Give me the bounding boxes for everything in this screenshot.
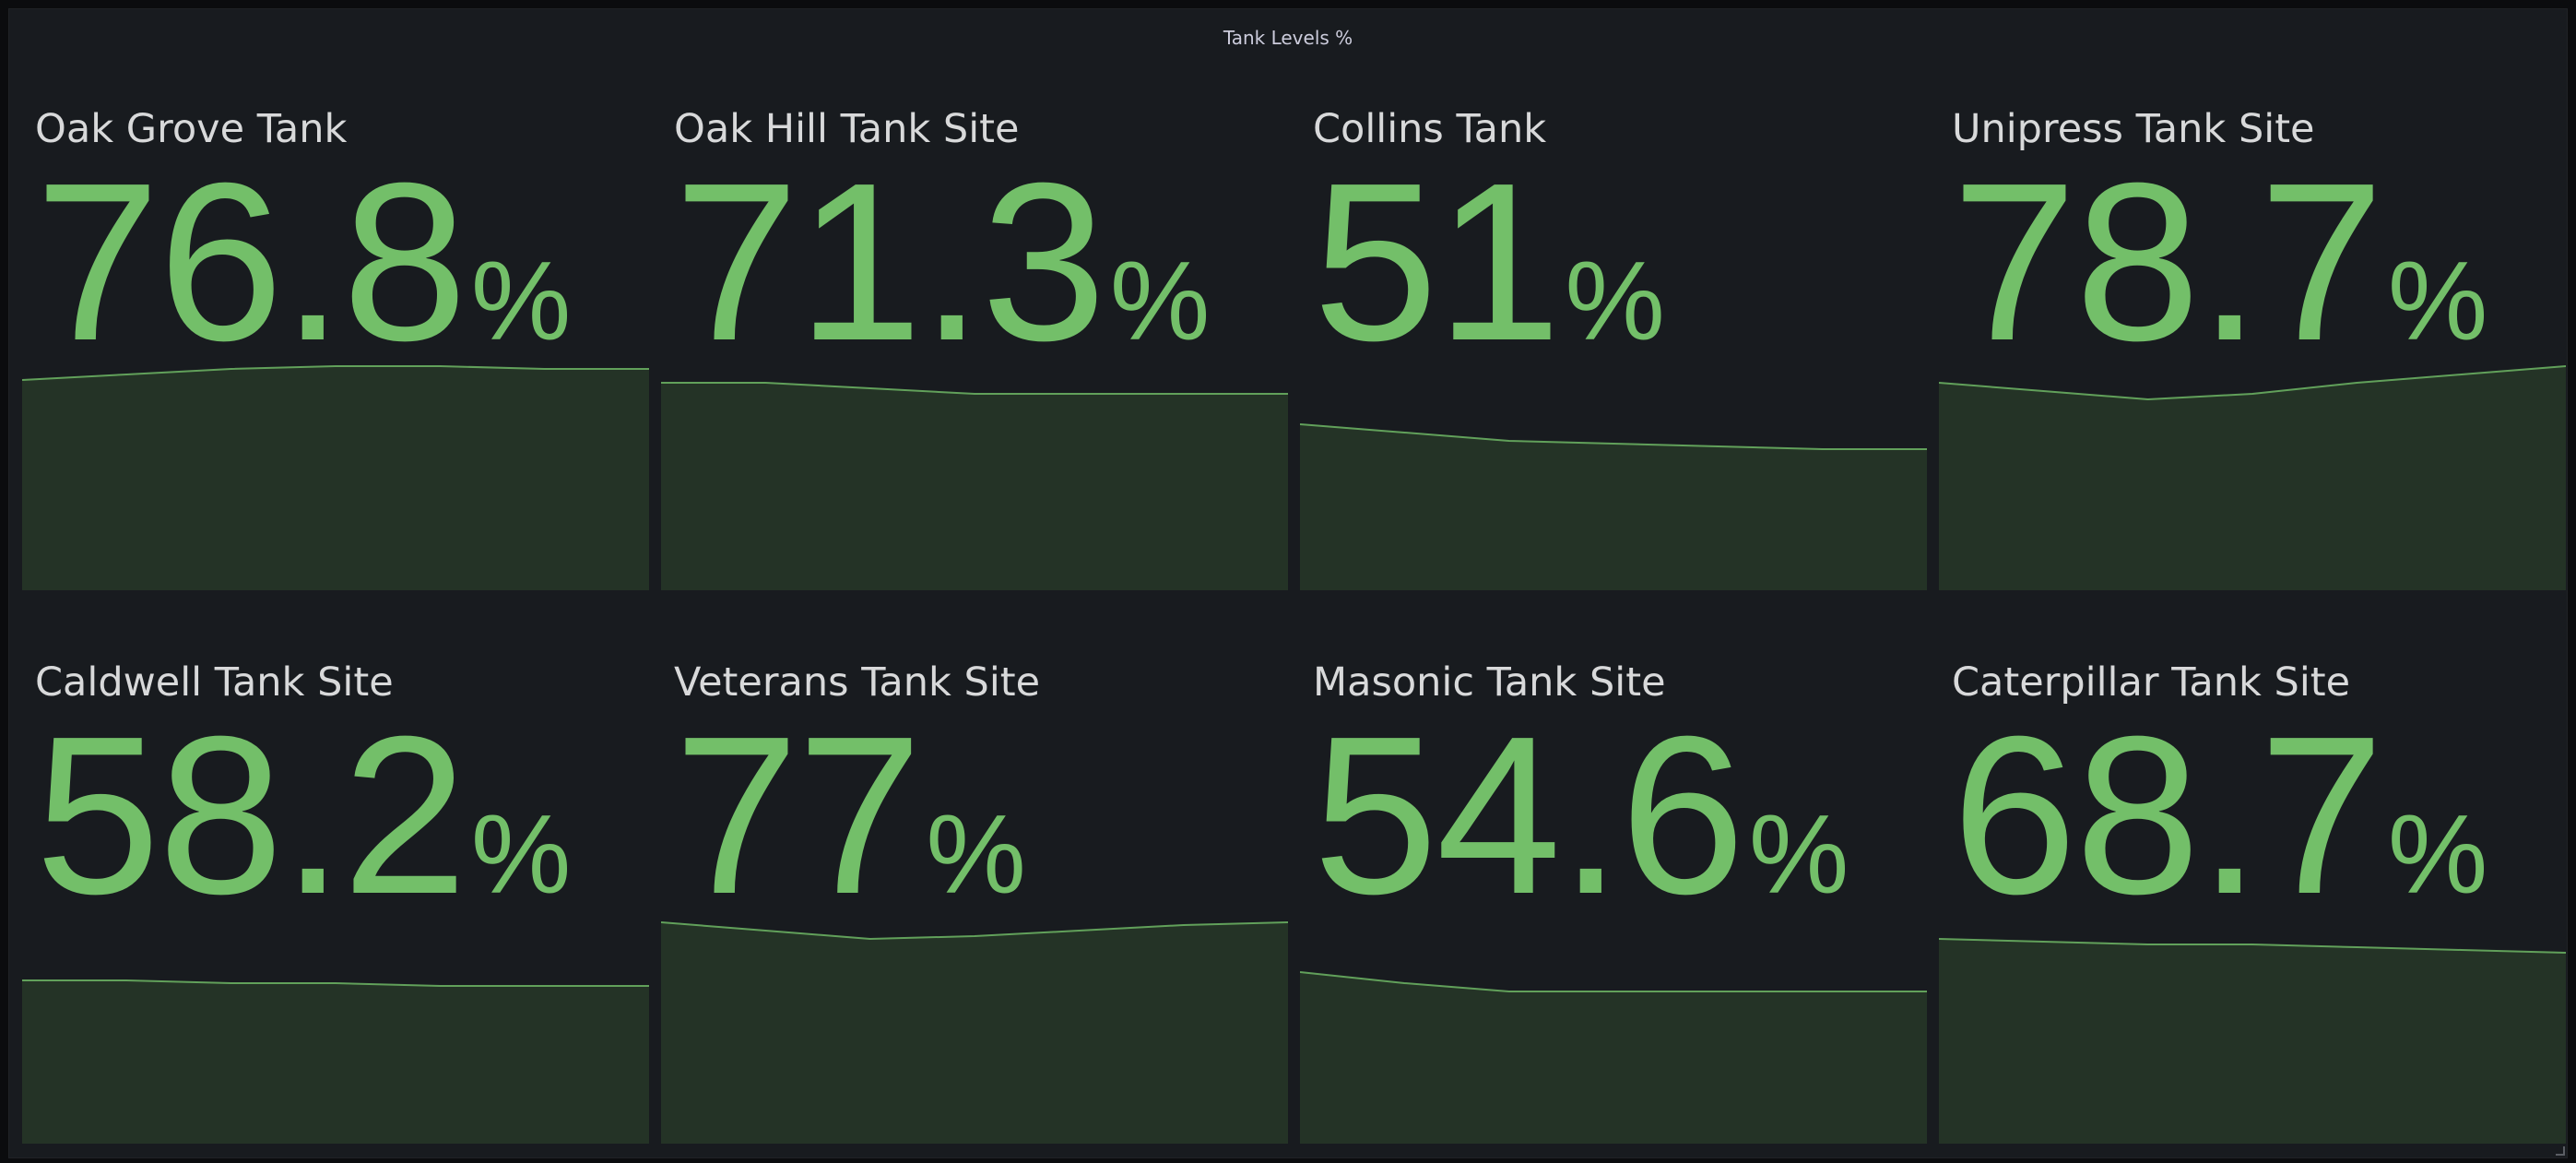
sparkline-line: [1300, 423, 1927, 450]
sparkline: [661, 921, 1288, 1144]
dashboard-panel: Tank Levels % Oak Grove Tank 76.8% Oak H…: [8, 8, 2568, 1158]
stat-tile-collins[interactable]: Collins Tank 51%: [1300, 46, 1927, 590]
stat-value: 68.7: [1952, 689, 2384, 941]
stat-value: 78.7: [1952, 136, 2384, 387]
sparkline: [1939, 938, 2566, 1144]
stat-tile-caterpillar[interactable]: Caterpillar Tank Site 68.7%: [1939, 599, 2566, 1144]
stat-value-row: 76.8%: [35, 149, 571, 374]
sparkline-line: [661, 382, 1288, 395]
sparkline-area: [1939, 366, 2566, 590]
tile-name: Oak Hill Tank Site: [674, 106, 1020, 152]
sparkline-line: [22, 979, 649, 987]
stat-value-row: 58.2%: [35, 703, 571, 928]
stat-unit: %: [2387, 791, 2488, 917]
sparkline-line: [1939, 365, 2566, 401]
stat-value-row: 54.6%: [1313, 703, 1849, 928]
sparkline: [22, 365, 649, 590]
sparkline-area: [1939, 939, 2566, 1144]
stat-value-row: 68.7%: [1952, 703, 2487, 928]
stat-tile-oak-hill[interactable]: Oak Hill Tank Site 71.3%: [661, 46, 1288, 590]
stat-unit: %: [470, 238, 572, 363]
sparkline-line: [22, 365, 649, 381]
sparkline-area: [661, 922, 1288, 1144]
sparkline-line: [1300, 971, 1927, 992]
stat-tile-masonic[interactable]: Masonic Tank Site 54.6%: [1300, 599, 1927, 1144]
stat-value-row: 77%: [674, 703, 1026, 928]
sparkline-area: [1300, 424, 1927, 590]
stat-tile-veterans[interactable]: Veterans Tank Site 77%: [661, 599, 1288, 1144]
sparkline: [1300, 423, 1927, 590]
stat-value-row: 51%: [1313, 149, 1665, 374]
sparkline-area: [661, 383, 1288, 590]
sparkline-area: [22, 980, 649, 1144]
stat-unit: %: [2387, 238, 2488, 363]
sparkline-line: [661, 921, 1288, 941]
stat-value: 71.3: [674, 136, 1106, 387]
tile-name: Oak Grove Tank: [35, 106, 348, 152]
stat-value-row: 71.3%: [674, 149, 1210, 374]
tile-name: Veterans Tank Site: [674, 659, 1041, 706]
tile-name: Caldwell Tank Site: [35, 659, 394, 706]
stat-unit: %: [926, 791, 1026, 917]
stat-tile-caldwell[interactable]: Caldwell Tank Site 58.2%: [22, 599, 649, 1144]
tile-name: Collins Tank: [1313, 106, 1547, 152]
stat-value: 77: [674, 689, 922, 941]
stat-value: 54.6: [1313, 689, 1745, 941]
tile-name: Caterpillar Tank Site: [1952, 659, 2351, 706]
tile-name: Masonic Tank Site: [1313, 659, 1666, 706]
stat-value-row: 78.7%: [1952, 149, 2487, 374]
resize-handle[interactable]: [2556, 1146, 2565, 1156]
stat-unit: %: [1748, 791, 1849, 917]
stat-tile-oak-grove[interactable]: Oak Grove Tank 76.8%: [22, 46, 649, 590]
stat-unit: %: [1565, 238, 1665, 363]
sparkline-area: [1300, 972, 1927, 1144]
sparkline-line: [1939, 938, 2566, 954]
stat-value: 76.8: [35, 136, 467, 387]
panel-title[interactable]: Tank Levels %: [1223, 27, 1353, 49]
stat-value: 51: [1313, 136, 1561, 387]
tile-name: Unipress Tank Site: [1952, 106, 2315, 152]
stat-unit: %: [1109, 238, 1211, 363]
stat-tile-unipress[interactable]: Unipress Tank Site 78.7%: [1939, 46, 2566, 590]
sparkline: [1939, 365, 2566, 590]
stat-unit: %: [470, 791, 572, 917]
sparkline: [1300, 971, 1927, 1144]
sparkline-area: [22, 366, 649, 590]
sparkline: [22, 979, 649, 1144]
stat-value: 58.2: [35, 689, 467, 941]
sparkline: [661, 382, 1288, 590]
